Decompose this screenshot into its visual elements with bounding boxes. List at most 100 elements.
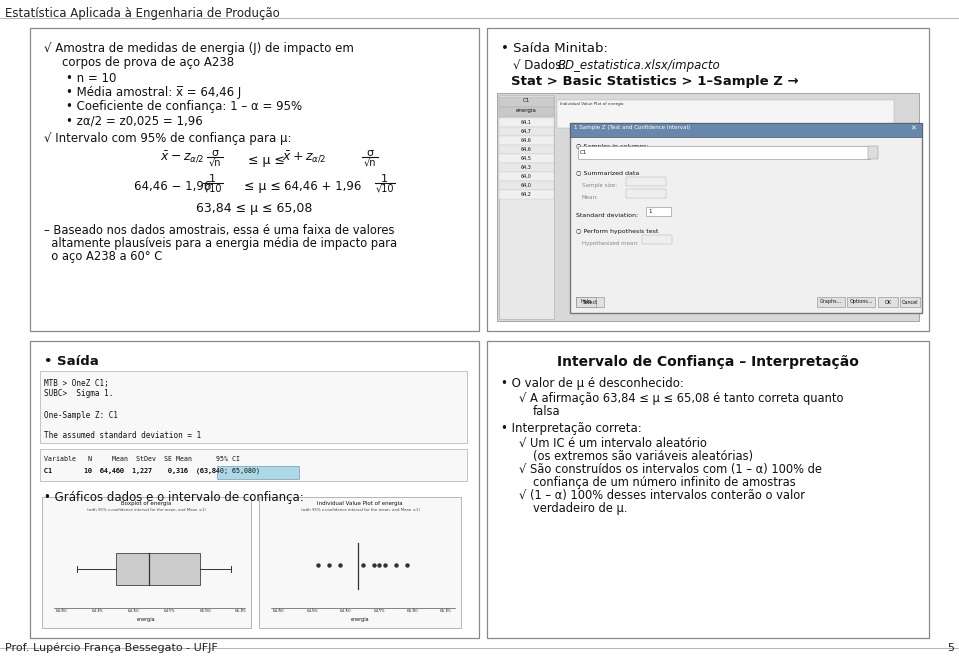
Text: 65.00: 65.00 [407,609,418,613]
Text: √ (1 – α) 100% desses intervalos conterão o valor: √ (1 – α) 100% desses intervalos conterã… [519,489,805,502]
FancyBboxPatch shape [847,297,875,307]
Text: C1: C1 [580,150,587,155]
Text: $\bar{x} - z_{\alpha/2}$: $\bar{x} - z_{\alpha/2}$ [159,150,204,165]
Text: Help: Help [580,300,592,304]
Text: 5: 5 [947,643,954,653]
Text: 64.00: 64.00 [273,609,285,613]
Text: σ: σ [211,148,218,158]
Text: Variable   N     Mean  StDev  SE Mean      95% CI: Variable N Mean StDev SE Mean 95% CI [44,456,240,462]
Text: • Média amostral: x̅ = 64,46 J: • Média amostral: x̅ = 64,46 J [66,86,242,99]
Text: σ: σ [366,148,373,158]
Text: 64,1: 64,1 [521,120,532,125]
Text: OK: OK [884,300,892,304]
Text: • n = 10: • n = 10 [66,72,116,85]
Text: Estatística Aplicada à Engenharia de Produção: Estatística Aplicada à Engenharia de Pro… [5,7,280,20]
FancyBboxPatch shape [626,189,666,198]
Text: 64,3: 64,3 [521,165,532,170]
FancyBboxPatch shape [487,28,929,331]
FancyBboxPatch shape [115,553,200,585]
Text: 64,0: 64,0 [521,183,532,188]
Text: Stat > Basic Statistics > 1–Sample Z →: Stat > Basic Statistics > 1–Sample Z → [511,75,799,88]
FancyBboxPatch shape [30,28,479,331]
Text: • Interpretação correta:: • Interpretação correta: [501,422,642,435]
FancyBboxPatch shape [499,190,554,199]
Text: √n: √n [208,158,221,168]
Text: 64.75: 64.75 [164,609,175,613]
Text: ≤ μ ≤: ≤ μ ≤ [240,180,285,193]
Text: Options...: Options... [850,300,873,304]
Text: Select: Select [582,300,597,304]
Text: Individual Value Plot of energia: Individual Value Plot of energia [317,501,403,506]
Text: √10: √10 [375,184,394,194]
FancyBboxPatch shape [40,371,467,443]
FancyBboxPatch shape [487,341,929,638]
Text: The assumed standard deviation = 1: The assumed standard deviation = 1 [44,432,201,440]
Text: 1 Sample Z (Test and Confidence Interval): 1 Sample Z (Test and Confidence Interval… [574,125,690,130]
Text: energia: energia [516,108,537,113]
Text: Graphs...: Graphs... [820,300,842,304]
Text: √ São construídos os intervalos com (1 – α) 100% de: √ São construídos os intervalos com (1 –… [519,463,822,476]
FancyBboxPatch shape [30,341,479,638]
Text: 64.50: 64.50 [128,609,139,613]
FancyBboxPatch shape [499,136,554,145]
FancyBboxPatch shape [626,177,666,186]
Text: 63,84 ≤ μ ≤ 65,08: 63,84 ≤ μ ≤ 65,08 [197,202,313,215]
Text: 1: 1 [381,174,388,184]
Text: 1: 1 [209,174,216,184]
FancyBboxPatch shape [499,172,554,181]
Text: Boxplot of energia: Boxplot of energia [121,501,172,506]
Text: energia: energia [351,617,369,622]
Text: √ Um IC é um intervalo aleatório: √ Um IC é um intervalo aleatório [519,437,707,450]
Text: ○ Samples in columns:: ○ Samples in columns: [576,144,648,149]
Text: • Gráficos dados e o intervalo de confiança:: • Gráficos dados e o intervalo de confia… [44,491,304,504]
Text: √ A afirmação 63,84 ≤ μ ≤ 65,08 é tanto correta quanto: √ A afirmação 63,84 ≤ μ ≤ 65,08 é tanto … [519,392,844,405]
FancyBboxPatch shape [900,297,920,307]
FancyBboxPatch shape [878,297,898,307]
Text: √n: √n [363,158,376,168]
Text: ○ Summarized data: ○ Summarized data [576,170,640,175]
Text: √10: √10 [203,184,222,194]
Text: SUBC>  Sigma 1.: SUBC> Sigma 1. [44,390,113,398]
Text: • Saída: • Saída [44,355,99,368]
FancyBboxPatch shape [576,297,596,307]
Text: Sample size:: Sample size: [582,183,618,188]
FancyBboxPatch shape [499,97,554,107]
Text: Intervalo de Confiança – Interpretação: Intervalo de Confiança – Interpretação [557,355,859,369]
Text: Individual Value Plot of energia: Individual Value Plot of energia [560,102,623,106]
Text: Standard deviation:: Standard deviation: [576,213,638,218]
FancyBboxPatch shape [642,235,672,244]
Text: 65.25: 65.25 [235,609,246,613]
FancyBboxPatch shape [646,207,671,216]
FancyBboxPatch shape [499,95,554,319]
Text: corpos de prova de aço A238: corpos de prova de aço A238 [62,56,234,69]
FancyBboxPatch shape [576,297,604,307]
Text: – Baseado nos dados amostrais, essa é uma faixa de valores: – Baseado nos dados amostrais, essa é um… [44,224,394,237]
Text: C1: C1 [523,98,530,103]
Text: √ Intervalo com 95% de confiança para μ:: √ Intervalo com 95% de confiança para μ: [44,132,292,145]
Text: 64.75: 64.75 [373,609,385,613]
Text: ✕: ✕ [910,125,916,131]
Text: $\bar{x} + z_{\alpha/2}$: $\bar{x} + z_{\alpha/2}$ [283,150,327,165]
FancyBboxPatch shape [868,146,878,159]
FancyBboxPatch shape [497,93,919,321]
Text: verdadeiro de μ.: verdadeiro de μ. [533,502,627,515]
Text: √ Dados:: √ Dados: [513,59,569,72]
Text: 64,46 − 1,96: 64,46 − 1,96 [134,180,212,193]
Text: 64,0: 64,0 [521,174,532,179]
FancyBboxPatch shape [570,123,922,313]
FancyBboxPatch shape [499,118,554,127]
Text: 64,6: 64,6 [521,138,532,143]
Text: BD_estatistica.xlsx/impacto: BD_estatistica.xlsx/impacto [558,59,721,72]
Text: falsa: falsa [533,405,561,418]
Text: 65.25: 65.25 [440,609,452,613]
Text: 64,7: 64,7 [521,129,532,134]
Text: C1        10  64,460  1,227    0,316  (63,840; 65,080): C1 10 64,460 1,227 0,316 (63,840; 65,080… [44,467,260,474]
FancyBboxPatch shape [499,154,554,163]
FancyBboxPatch shape [499,163,554,172]
Text: 64,2: 64,2 [521,192,532,197]
FancyBboxPatch shape [499,145,554,154]
Text: confiança de um número infinito de amostras: confiança de um número infinito de amost… [533,476,796,489]
Text: (with 95% z-confidence interval for the mean, and Mean ±1): (with 95% z-confidence interval for the … [87,508,206,512]
Text: 64.25: 64.25 [92,609,104,613]
Text: Mean:: Mean: [582,195,598,200]
